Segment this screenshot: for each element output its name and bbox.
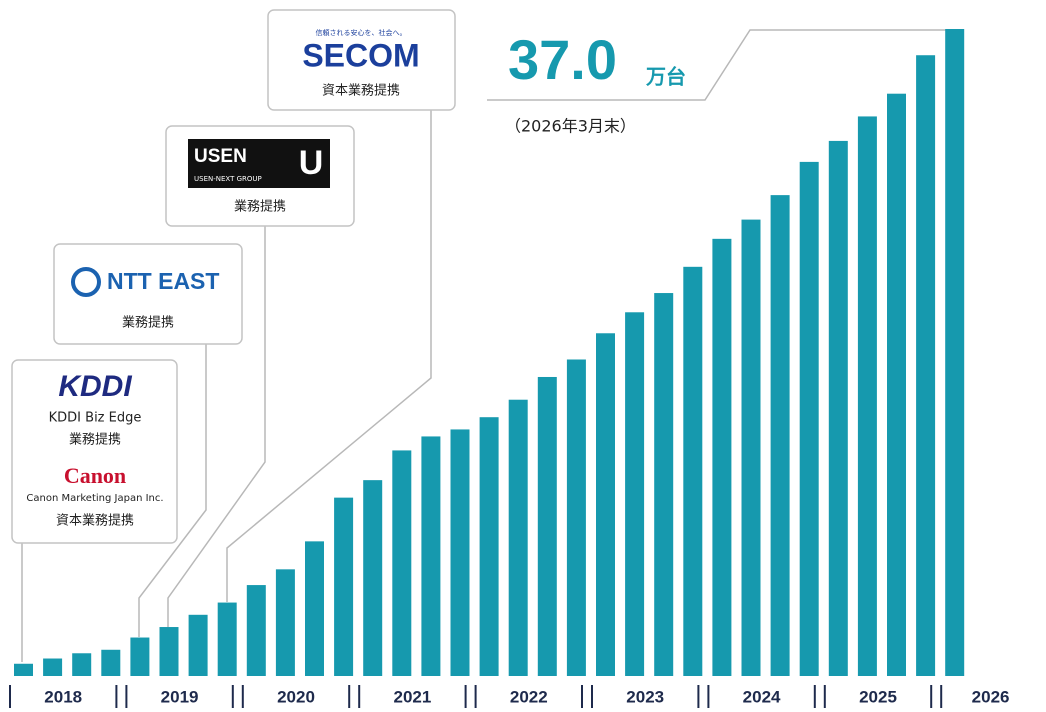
bar: [130, 637, 150, 676]
x-group-label: 2026: [972, 687, 1010, 706]
bar: [363, 480, 383, 676]
bar: [916, 55, 936, 676]
highlight-value: 37.0: [508, 28, 617, 91]
logo-mark: U: [299, 144, 324, 182]
x-group-label: 2025: [859, 687, 897, 706]
logo: SECOM: [302, 37, 419, 73]
bar: [246, 585, 266, 676]
bar: [799, 161, 819, 677]
logo-tagline: 信頼される安心を、社会へ。: [316, 28, 407, 37]
bar: [508, 399, 528, 676]
x-group-label: 2024: [743, 687, 781, 706]
logo-tagline: USEN-NEXT GROUP: [194, 175, 262, 183]
partner-name: KDDI Biz Edge: [49, 411, 142, 426]
x-group-label: 2019: [161, 687, 199, 706]
bar: [683, 266, 703, 676]
bar: [421, 436, 441, 676]
bar: [828, 140, 848, 676]
bar: [596, 333, 615, 676]
bar: [392, 450, 412, 676]
bar: [305, 541, 324, 676]
logo-icon: [71, 267, 101, 297]
bar: [770, 195, 790, 676]
x-group-label: 2020: [277, 687, 315, 706]
relation: 業務提携: [122, 315, 174, 331]
callouts: KDDI KDDI Biz Edge 業務提携 Canon Canon Mark…: [11, 9, 955, 662]
bar: [334, 497, 354, 676]
logo: NTT EAST: [107, 268, 219, 294]
bar: [14, 663, 33, 676]
leader-line: [138, 344, 207, 637]
partner-name: Canon Marketing Japan Inc.: [26, 493, 163, 504]
bar: [479, 417, 499, 676]
bar: [625, 312, 645, 676]
bar: [537, 376, 557, 676]
bar: [945, 29, 965, 676]
bar: [712, 238, 732, 677]
relation: 資本業務提携: [322, 83, 400, 99]
bar: [159, 627, 179, 676]
bar: [188, 614, 208, 676]
highlight-unit: 万台: [645, 65, 686, 89]
callout-box: [267, 9, 456, 111]
bar: [887, 93, 906, 676]
bar: [450, 429, 470, 676]
logo: USEN: [194, 146, 247, 167]
highlight-note: （2026年3月末）: [505, 117, 636, 136]
callout-box: [53, 243, 243, 345]
callout-box: [11, 359, 178, 544]
leader-line: [226, 110, 432, 602]
logo: Canon: [64, 463, 126, 488]
x-group-label: 2022: [510, 687, 548, 706]
logo: KDDI: [58, 370, 132, 403]
bar: [566, 359, 586, 676]
x-group-label: 2018: [44, 687, 82, 706]
bar: [101, 649, 121, 676]
bar: [275, 569, 295, 676]
bar: [217, 602, 237, 676]
x-group-label: 2021: [393, 687, 431, 706]
bar: [654, 293, 674, 676]
bar: [72, 653, 92, 676]
bar: [43, 658, 63, 676]
relation: 業務提携: [234, 199, 286, 215]
highlight-line: [487, 29, 955, 101]
leader-line: [167, 226, 266, 627]
bar: [857, 116, 877, 676]
bar: [741, 219, 761, 676]
relation: 資本業務提携: [56, 513, 134, 529]
relation: 業務提携: [69, 432, 121, 448]
logo-bg: [188, 139, 330, 188]
x-group-label: 2023: [626, 687, 664, 706]
